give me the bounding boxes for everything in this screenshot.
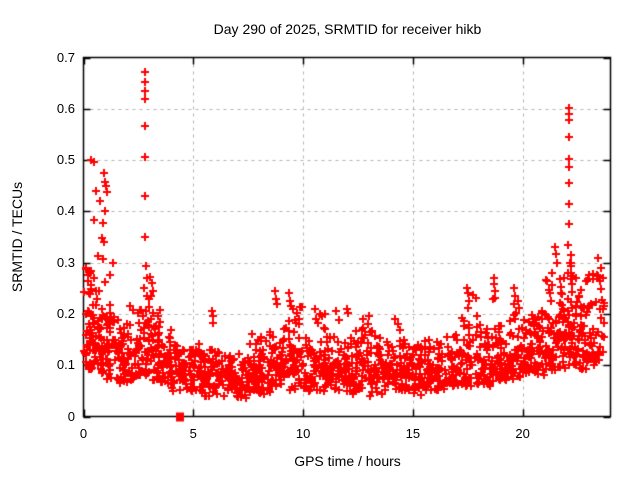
y-axis-label: SRMTID / TECUs xyxy=(9,181,25,293)
y-tick-label: 0.7 xyxy=(56,49,75,65)
y-tick-label: 0.5 xyxy=(56,152,75,168)
y-tick-label: 0.2 xyxy=(56,305,75,321)
x-tick-label: 15 xyxy=(405,426,421,441)
x-tick-label: 5 xyxy=(189,426,197,441)
x-tick-label: 0 xyxy=(79,426,88,441)
y-tick-label: 0.3 xyxy=(56,254,75,270)
y-tick-label: 0 xyxy=(67,408,75,424)
chart-title: Day 290 of 2025, SRMTID for receiver hik… xyxy=(213,21,482,37)
y-tick-label: 0.6 xyxy=(56,100,75,116)
x-axis-label: GPS time / hours xyxy=(294,453,401,469)
y-tick-label: 0.1 xyxy=(56,357,75,373)
y-tick-label: 0.4 xyxy=(56,203,75,219)
x-tick-label: 10 xyxy=(295,426,311,441)
x-tick-label: 20 xyxy=(515,426,530,441)
